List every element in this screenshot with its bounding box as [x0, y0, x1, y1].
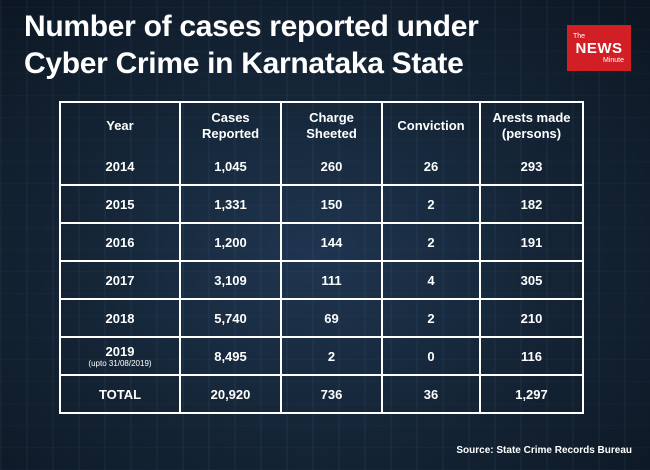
cell-total-charge: 736: [282, 376, 383, 412]
table-row: 2016 1,200 144 2 191: [61, 224, 582, 262]
cell-conviction: 4: [383, 262, 481, 300]
header-year: Year: [61, 103, 181, 148]
title-line-2: Cyber Crime in Karnataka State: [24, 47, 464, 80]
table-row: 2017 3,109 111 4 305: [61, 262, 582, 300]
news-minute-logo: The NEWS Minute: [567, 25, 631, 71]
cell-cases-reported: 1,331: [181, 186, 282, 224]
logo-news: NEWS: [575, 39, 623, 57]
cell-total-conviction: 36: [383, 376, 481, 412]
cell-total-label: TOTAL: [61, 376, 181, 412]
cell-total-arrests: 1,297: [515, 386, 548, 402]
cell-arrests: 305: [481, 262, 582, 300]
cell-arrests: 191: [481, 224, 582, 262]
logo-the: The: [573, 32, 586, 40]
cell-arrests: 210: [481, 300, 582, 338]
header-cases-reported: Cases Reported: [181, 103, 282, 148]
cell-charge-sheeted: 260: [282, 148, 383, 186]
cell-year: 2014: [61, 148, 181, 186]
cell-cases-reported: 1,200: [181, 224, 282, 262]
table-row: 2019 (upto 31/08/2019) 8,495 2 0 116: [61, 338, 582, 376]
cell-arrests: 116: [481, 338, 582, 376]
cell-arrests: 293: [481, 148, 582, 186]
cell-cases-reported: 8,495: [181, 338, 282, 376]
cell-cases-reported: 3,109: [181, 262, 282, 300]
cell-year: 2018: [61, 300, 181, 338]
cell-conviction: 2: [383, 300, 481, 338]
source-note: Source: State Crime Records Bureau: [456, 445, 632, 456]
table-row: 2015 1,331 150 2 182: [61, 186, 582, 224]
table-header-row: Year Cases Reported Charge Sheeted Convict…: [61, 103, 582, 148]
cell-charge-sheeted: 111: [282, 262, 383, 300]
cyber-crime-table: Year Cases Reported Charge Sheeted Convict…: [59, 101, 584, 414]
cell-cases-reported: 5,740: [181, 300, 282, 338]
header-arrests: Arests made (persons): [492, 109, 571, 141]
cell-charge-sheeted: 150: [282, 186, 383, 224]
cell-arrests: 182: [481, 186, 582, 224]
year-note: (upto 31/08/2019): [88, 358, 152, 368]
cell-total-cases: 20,920: [181, 376, 282, 412]
page-title: Number of cases reported under Cyber Cri…: [24, 8, 544, 82]
title-line-1: Number of cases reported under: [24, 10, 479, 43]
cell-charge-sheeted: 144: [282, 224, 383, 262]
table-row: 2018 5,740 69 2 210: [61, 300, 582, 338]
header-conviction: Conviction: [383, 103, 481, 148]
cell-cases-reported: 1,045: [181, 148, 282, 186]
cell-conviction: 26: [383, 148, 481, 186]
cell-conviction: 2: [383, 186, 481, 224]
cell-year: 2017: [61, 262, 181, 300]
cell-year: 2019 (upto 31/08/2019): [61, 338, 181, 376]
cell-charge-sheeted: 69: [282, 300, 383, 338]
cell-conviction: 0: [383, 338, 481, 376]
cell-year: 2016: [61, 224, 181, 262]
logo-minute: Minute: [602, 56, 624, 64]
cell-conviction: 2: [383, 224, 481, 262]
table-row: 2014 1,045 260 26 293: [61, 148, 582, 186]
header-charge-sheeted: Charge Sheeted: [282, 103, 383, 148]
cell-year: 2015: [61, 186, 181, 224]
cell-charge-sheeted: 2: [282, 338, 383, 376]
total-row: TOTAL 20,920 736 36 1,297: [61, 376, 582, 412]
